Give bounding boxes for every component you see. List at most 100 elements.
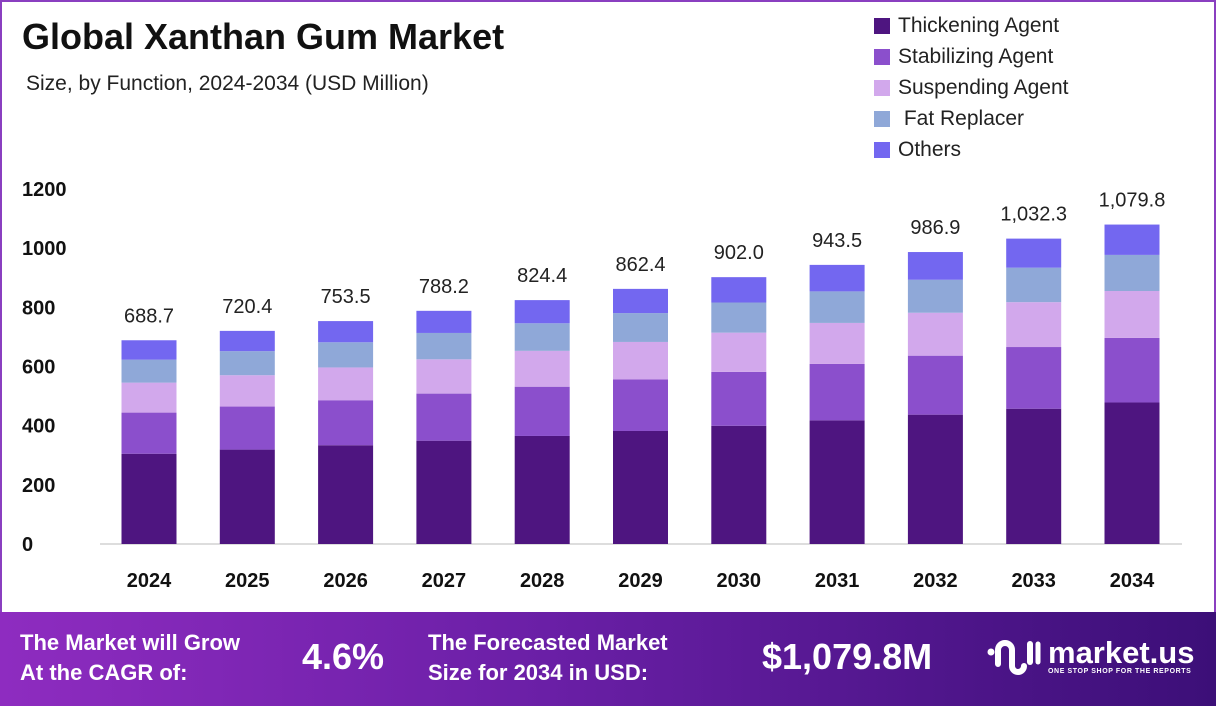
bar-segment xyxy=(1006,267,1062,303)
x-tick-label: 2033 xyxy=(1011,570,1056,592)
bar-segment xyxy=(613,379,668,431)
y-tick-label: 800 xyxy=(22,297,55,319)
bar-segment xyxy=(318,445,374,544)
y-tick-label: 200 xyxy=(22,475,55,497)
bar-segment xyxy=(809,264,865,292)
y-tick-label: 1200 xyxy=(22,179,67,201)
bar-segment xyxy=(121,382,177,413)
market-us-logo: market.us ONE STOP SHOP FOR THE REPORTS xyxy=(986,634,1194,678)
legend-swatch xyxy=(874,48,890,65)
cagr-label-line2: At the CAGR of: xyxy=(20,660,188,685)
bar-total-label: 788.2 xyxy=(419,276,469,298)
chart-subtitle: Size, by Function, 2024-2034 (USD Millio… xyxy=(26,72,429,95)
logo-text: market.us xyxy=(1048,634,1195,670)
x-tick-label: 2030 xyxy=(717,570,762,592)
bar-segment xyxy=(514,386,570,436)
bar-segment xyxy=(613,430,668,544)
bar-segment xyxy=(907,414,963,544)
bar-segment xyxy=(1006,238,1062,268)
bar-segment xyxy=(1104,254,1160,292)
bar-segment xyxy=(1006,302,1062,348)
bar-segment xyxy=(1104,402,1160,544)
bar-segment xyxy=(219,375,275,407)
bar-segment xyxy=(318,400,374,446)
bar-segment xyxy=(1104,291,1160,338)
bar-segment xyxy=(318,342,374,368)
bar-segment xyxy=(809,420,865,544)
y-tick-label: 600 xyxy=(22,357,55,379)
bar-segment xyxy=(318,321,374,343)
x-tick-label: 2029 xyxy=(618,570,663,592)
cagr-label: The Market will Grow At the CAGR of: xyxy=(20,628,240,688)
bar-segment xyxy=(711,332,767,372)
bar-segment xyxy=(219,330,275,352)
x-tick-label: 2031 xyxy=(815,570,860,592)
bar-segment xyxy=(907,312,963,356)
bar-segment xyxy=(416,359,472,394)
bar-segment xyxy=(219,406,275,450)
bar-segment xyxy=(711,277,767,303)
x-tick-label: 2025 xyxy=(225,570,270,592)
bar-segment xyxy=(514,323,570,351)
bar-total-label: 1,032.3 xyxy=(1000,204,1067,226)
bar-total-label: 824.4 xyxy=(517,265,567,287)
y-tick-label: 0 xyxy=(22,534,33,556)
bar-segment xyxy=(1104,337,1160,403)
forecast-label-line2: Size for 2034 in USD: xyxy=(428,660,649,685)
bar-segment xyxy=(711,425,767,544)
legend-item-fat-replacer: Fat Replacer xyxy=(874,103,1068,134)
bar-segment xyxy=(121,453,177,544)
bar-total-label: 986.9 xyxy=(910,217,960,239)
legend: Thickening Agent Stabilizing Agent Suspe… xyxy=(874,10,1068,165)
bar-segment xyxy=(613,313,668,342)
bar-segment xyxy=(121,359,177,383)
legend-label: Others xyxy=(898,137,962,161)
legend-label: Thickening Agent xyxy=(898,13,1060,37)
bar-total-label: 1,079.8 xyxy=(1099,190,1166,212)
y-tick-label: 1000 xyxy=(22,238,67,260)
legend-label: Stabilizing Agent xyxy=(898,44,1054,68)
bar-segment xyxy=(809,291,865,323)
y-tick-label: 400 xyxy=(22,416,55,438)
bar-segment xyxy=(318,367,374,401)
bar-segment xyxy=(121,412,177,454)
bar-segment xyxy=(1104,224,1160,255)
bar-segment xyxy=(907,355,963,415)
forecast-label-line1: The Forecasted Market xyxy=(428,630,668,655)
bar-segment xyxy=(219,449,275,544)
bar-segment xyxy=(514,300,570,324)
bar-total-label: 862.4 xyxy=(615,254,665,276)
bar-segment xyxy=(416,440,472,544)
legend-item-suspending: Suspending Agent xyxy=(874,72,1068,103)
logo-tagline: ONE STOP SHOP FOR THE REPORTS xyxy=(1048,667,1192,675)
bar-segment xyxy=(613,341,668,380)
x-tick-label: 2026 xyxy=(323,570,368,592)
bar-segment xyxy=(809,363,865,421)
bar-segment xyxy=(514,435,570,544)
cagr-value: 4.6% xyxy=(302,636,385,677)
bar-segment xyxy=(1006,347,1062,409)
bar-segment xyxy=(416,310,472,333)
legend-item-stabilizing: Stabilizing Agent xyxy=(874,41,1068,72)
chart-title: Global Xanthan Gum Market xyxy=(22,16,505,57)
bar-total-label: 943.5 xyxy=(812,230,862,252)
x-tick-label: 2024 xyxy=(127,570,172,592)
bar-total-label: 688.7 xyxy=(124,305,174,327)
bar-chart: 0 200 400 600 800 1000 1200 688.7 2024 720.4 2025 7… xyxy=(22,179,1182,592)
bar-total-label: 720.4 xyxy=(222,296,272,318)
legend-label: Fat Replacer xyxy=(898,106,1025,130)
x-tick-label: 2027 xyxy=(422,570,467,592)
bar-segment xyxy=(907,252,963,280)
x-tick-label: 2032 xyxy=(913,570,958,592)
legend-swatch xyxy=(874,110,890,127)
cagr-label-line1: The Market will Grow xyxy=(20,630,241,655)
forecast-value: $1,079.8M xyxy=(762,636,933,677)
bar-segment xyxy=(219,351,275,376)
bar-segment xyxy=(121,340,177,360)
bar-segment xyxy=(514,350,570,387)
legend-item-others: Others xyxy=(874,134,1068,165)
legend-item-thickening: Thickening Agent xyxy=(874,10,1068,41)
forecast-label: The Forecasted Market Size for 2034 in U… xyxy=(428,628,668,688)
bar-segment xyxy=(711,302,767,333)
